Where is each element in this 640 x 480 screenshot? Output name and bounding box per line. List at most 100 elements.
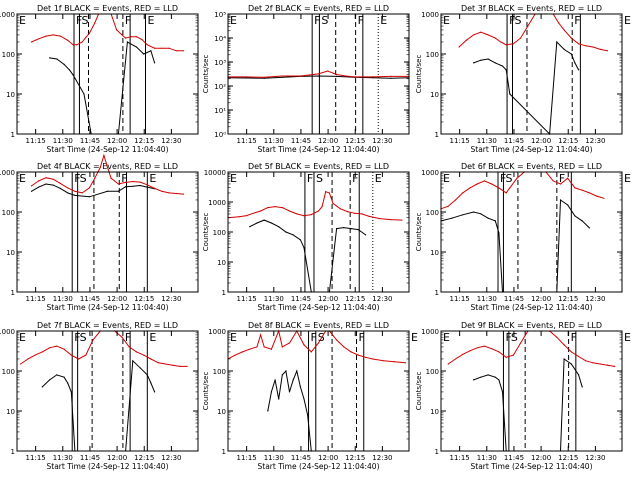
x-tick-label: 12:15 xyxy=(345,454,365,462)
panels-grid: Det 1f BLACK = Events, RED = LLDEFSFE110… xyxy=(0,4,631,471)
y-tick-label: 10² xyxy=(214,83,226,91)
lld-point xyxy=(182,193,185,195)
lld-point xyxy=(390,75,392,77)
panel-9: Det 9f BLACK = Events, RED = LLDEFSFE110… xyxy=(415,321,631,471)
lld-point xyxy=(343,346,345,348)
x-tick-label: 11:15 xyxy=(450,454,470,462)
lld-point xyxy=(125,37,127,39)
x-axis-label: Start Time (24-Sep-12 11:04:40) xyxy=(471,462,593,471)
events-point xyxy=(307,414,309,416)
lld-point xyxy=(336,339,338,341)
lld-point xyxy=(483,180,485,182)
events-point xyxy=(139,184,141,187)
event-marker-label: E xyxy=(230,14,237,27)
lld-point xyxy=(182,50,185,52)
event-marker-label: E xyxy=(411,331,418,344)
lld-point xyxy=(179,365,181,367)
x-tick-label: 11:45 xyxy=(291,295,311,303)
events-point xyxy=(299,239,301,241)
lld-point xyxy=(141,38,143,41)
events-point xyxy=(556,41,558,43)
y-tick-label: 10 xyxy=(6,408,15,416)
lld-point xyxy=(585,360,587,362)
lld-point xyxy=(168,47,170,49)
lld-point xyxy=(139,181,141,183)
lld-point xyxy=(588,192,591,194)
lld-point xyxy=(41,351,43,353)
events-point xyxy=(63,376,65,378)
lld-point xyxy=(260,210,262,212)
events-point xyxy=(132,360,134,362)
y-tick-label: 1000 xyxy=(208,199,226,207)
x-axis-label: Start Time (24-Sep-12 11:04:40) xyxy=(47,303,169,312)
x-tick-label: 11:30 xyxy=(264,137,284,145)
event-marker-label: E xyxy=(19,14,26,27)
x-tick-label: 11:45 xyxy=(80,295,100,303)
event-marker-label: S xyxy=(505,172,512,185)
y-tick-label: 1 xyxy=(435,131,439,139)
y-tick-label: 10⁰ xyxy=(214,131,226,139)
lld-point xyxy=(491,183,493,185)
lld-point xyxy=(383,360,385,362)
lld-point xyxy=(317,210,320,212)
event-marker-label: F xyxy=(311,331,317,344)
events-point xyxy=(270,222,272,224)
y-tick-label: 100 xyxy=(426,209,439,217)
lld-point xyxy=(570,351,572,353)
panel-4: Det 4f BLACK = Events, RED = LLDEFSFE110… xyxy=(0,153,199,312)
events-point xyxy=(285,370,287,372)
series-events-line xyxy=(249,219,366,293)
lld-point xyxy=(135,36,138,38)
events-point xyxy=(451,217,453,219)
events-point xyxy=(567,204,569,206)
y-tick-label: 100 xyxy=(426,368,439,376)
lld-point xyxy=(263,76,265,78)
x-tick-label: 12:30 xyxy=(585,137,605,145)
lld-point xyxy=(77,358,80,360)
plot-frame xyxy=(440,330,623,452)
events-point xyxy=(494,220,496,222)
x-tick-label: 12:30 xyxy=(585,454,605,462)
lld-point xyxy=(172,364,174,366)
panel-title: Det 9f BLACK = Events, RED = LLD xyxy=(461,321,602,330)
y-tick-label: 1 xyxy=(11,131,15,139)
events-point xyxy=(487,374,489,376)
events-point xyxy=(249,226,251,228)
lld-point xyxy=(401,219,403,221)
lld-point xyxy=(476,347,478,349)
events-point xyxy=(263,219,265,221)
lld-point xyxy=(263,346,265,348)
event-marker-label: F xyxy=(359,331,365,344)
x-tick-label: 11:45 xyxy=(80,454,100,462)
lld-point xyxy=(599,48,601,51)
events-point xyxy=(357,229,359,231)
x-tick-label: 11:45 xyxy=(80,137,100,145)
lld-point xyxy=(505,192,507,194)
lld-point xyxy=(238,216,240,218)
y-tick-label: 10 xyxy=(430,91,439,99)
plot-frame xyxy=(227,330,410,452)
lld-point xyxy=(516,177,518,179)
y-tick-label: 1 xyxy=(11,448,15,456)
lld-point xyxy=(354,76,356,78)
events-point xyxy=(256,222,258,224)
y-tick-label: 10⁴ xyxy=(214,35,226,43)
event-marker-label: S xyxy=(80,172,87,185)
panel-title: Det 7f BLACK = Events, RED = LLD xyxy=(37,321,178,330)
panel-6: Det 6f BLACK = Events, RED = LLDEFSFE110… xyxy=(415,162,631,312)
x-tick-label: 12:00 xyxy=(531,454,551,462)
lld-point xyxy=(603,197,605,199)
lld-point xyxy=(592,362,594,364)
x-tick-label: 11:15 xyxy=(237,295,257,303)
events-point xyxy=(139,367,141,369)
event-marker-label: F xyxy=(125,14,131,27)
events-point xyxy=(74,194,76,196)
panel-1: Det 1f BLACK = Events, RED = LLDEFSFE110… xyxy=(0,4,199,154)
lld-point xyxy=(234,354,236,356)
x-tick-label: 11:15 xyxy=(450,295,470,303)
x-tick-label: 11:15 xyxy=(26,454,46,462)
events-point xyxy=(281,374,283,376)
events-point xyxy=(390,77,392,79)
lld-point xyxy=(606,50,609,52)
